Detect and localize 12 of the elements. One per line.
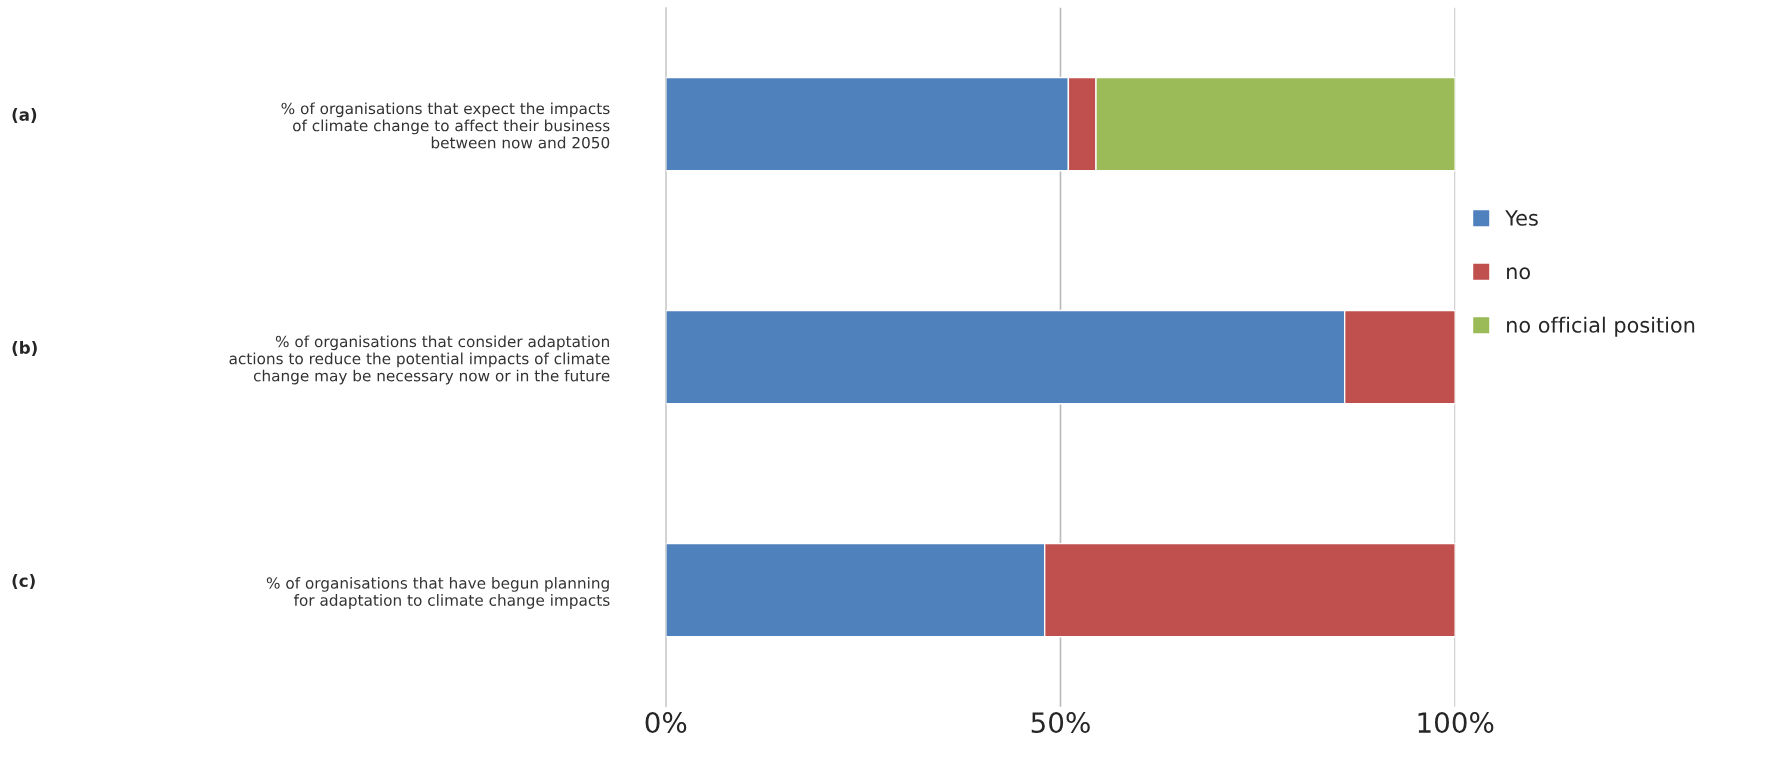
y-tick-label: % of organisations that have begun planning for adaptation to climate change impacts — [266, 576, 610, 609]
x-tick-label: 100% — [1418, 712, 1494, 734]
text: (c) — [12, 574, 35, 589]
text: (a) — [12, 108, 37, 123]
legend-label: no — [1507, 267, 1530, 280]
y-tick-label: % of organisations that consider adaptation actions to reduce the potential impacts of climate change may be necessary now or in the future — [229, 335, 610, 385]
legend-label: Yes — [1505, 210, 1538, 226]
text: (b) — [12, 341, 37, 356]
legend-label: no official position — [1507, 316, 1695, 337]
y-tick-label: % of organisations that expect the impacts of climate change to affect their business between now and 2050 — [281, 102, 610, 149]
x-tick-label: 50% — [1031, 712, 1090, 734]
x-tick-label: 0% — [645, 712, 687, 734]
